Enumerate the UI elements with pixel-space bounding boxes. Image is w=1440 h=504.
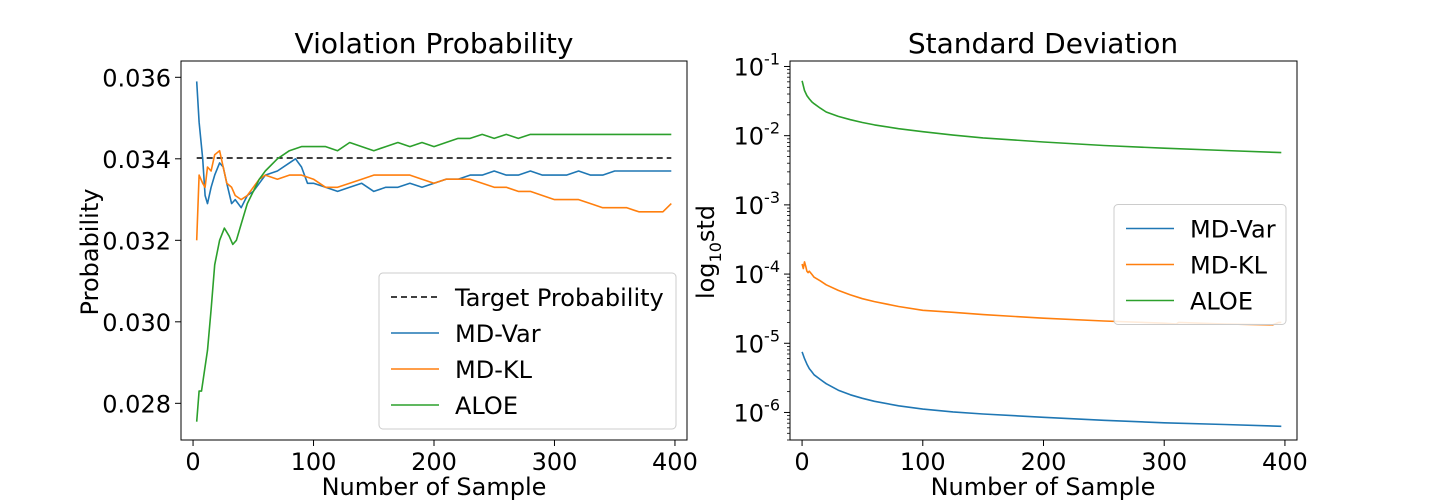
series-line-left-aloe [195, 133, 672, 422]
y-tick-label-right-5: 10-1 [734, 49, 781, 81]
right-axes: 0 100 200 300 400 10-6 10-5 10-4 10-3 10-2 10-1 [734, 49, 1308, 476]
y-tick-label-left-2: 0.032 [102, 227, 171, 255]
chart-title-right: Standard Deviation [908, 27, 1178, 60]
right-axes-frame [789, 60, 1298, 441]
series-line-left-md-var [195, 81, 672, 209]
x-tick-label-right-2: 200 [1021, 448, 1067, 476]
y-tick-label-left-0: 0.028 [102, 390, 171, 418]
x-tick-label-right-3: 300 [1141, 448, 1187, 476]
series-line-left-md-kl [195, 149, 672, 241]
legend-label-right-2: ALOE [1190, 288, 1253, 316]
x-axis-label-right: Number of Sample [931, 473, 1156, 501]
y-tick-label-left-4: 0.036 [102, 64, 171, 92]
y-axis-label-right-std: std [692, 205, 720, 242]
legend-label-left-2: MD-KL [455, 356, 533, 384]
legend-label-left-3: ALOE [455, 392, 518, 420]
y-tick-label-left-3: 0.034 [102, 146, 171, 174]
legend-left: Target Probability MD-Var MD-KL ALOE [378, 272, 677, 430]
x-tick-label-right-1: 100 [900, 448, 946, 476]
series-line-right-md-var [801, 351, 1282, 428]
x-tick-label-left-2: 200 [411, 448, 457, 476]
series-line-right-aloe [801, 80, 1282, 154]
x-tick-label-right-4: 400 [1262, 448, 1308, 476]
legend-label-left-1: MD-Var [455, 320, 541, 348]
violation-probability-panel: Violation Probability 0 100 200 300 400 0.028… [76, 27, 698, 501]
x-axis-label-left: Number of Sample [322, 473, 547, 501]
x-tick-label-left-4: 400 [652, 448, 698, 476]
y-axis-label-right-log: log [692, 262, 720, 299]
legend-right: MD-Var MD-KL ALOE [1113, 204, 1287, 325]
x-tick-label-left-3: 300 [532, 448, 578, 476]
x-tick-label-right-0: 0 [794, 448, 809, 476]
legend-label-right-0: MD-Var [1190, 216, 1276, 244]
y-tick-label-right-0: 10-6 [734, 395, 781, 427]
legend-box-left [378, 272, 677, 430]
y-tick-label-left-1: 0.030 [102, 309, 171, 337]
legend-box-right [1113, 204, 1287, 325]
left-plot-area [195, 81, 672, 422]
y-tick-label-right-3: 10-3 [734, 188, 781, 220]
y-axis-label-right-base: 10 [706, 242, 725, 262]
y-axis-label-left: Probability [76, 189, 104, 316]
y-tick-label-right-2: 10-4 [734, 257, 781, 289]
left-axes: 0 100 200 300 400 0.028 0.030 0.032 0.034 0.036 [102, 64, 698, 476]
chart-title-left: Violation Probability [295, 27, 574, 60]
x-tick-label-left-0: 0 [185, 448, 200, 476]
standard-deviation-panel: Standard Deviation 0 100 200 300 400 10-6 10-5… [692, 27, 1308, 501]
left-axes-frame [180, 60, 688, 441]
y-tick-label-right-4: 10-2 [734, 119, 781, 151]
y-axis-label-right: log10std [692, 205, 725, 299]
x-tick-label-left-1: 100 [291, 448, 337, 476]
y-tick-label-right-1: 10-5 [734, 326, 781, 358]
legend-label-right-1: MD-KL [1190, 252, 1268, 280]
legend-label-left-0: Target Probability [454, 284, 664, 312]
